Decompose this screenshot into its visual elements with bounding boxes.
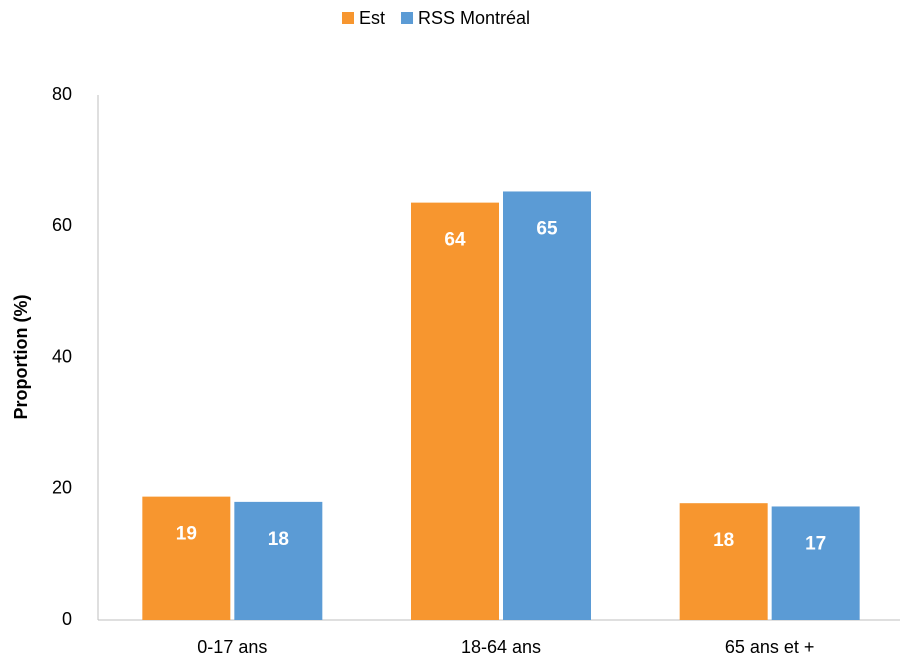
legend-swatch [401,12,414,24]
legend-label: Est [359,8,385,28]
y-tick-label: 60 [52,215,72,235]
data-label: 19 [176,524,197,545]
legend-label: RSS Montréal [418,8,530,28]
x-tick-label: 18-64 ans [461,637,541,657]
data-label: 64 [444,230,466,251]
data-label: 65 [536,218,558,239]
y-tick-label: 40 [52,346,72,366]
bar [503,191,591,620]
y-axis-title: Proportion (%) [11,295,31,420]
bar [142,496,231,620]
data-label: 18 [713,530,734,551]
bar [679,503,768,620]
bar [771,506,860,620]
y-tick-label: 0 [62,609,72,629]
x-tick-label: 0-17 ans [197,637,267,657]
y-tick-label: 20 [52,478,72,498]
data-label: 18 [268,529,289,550]
bar [411,202,499,620]
data-label: 17 [805,533,826,554]
y-tick-label: 80 [52,84,72,104]
bar [234,501,323,620]
legend-swatch [342,12,354,24]
x-tick-label: 65 ans et + [725,637,815,657]
